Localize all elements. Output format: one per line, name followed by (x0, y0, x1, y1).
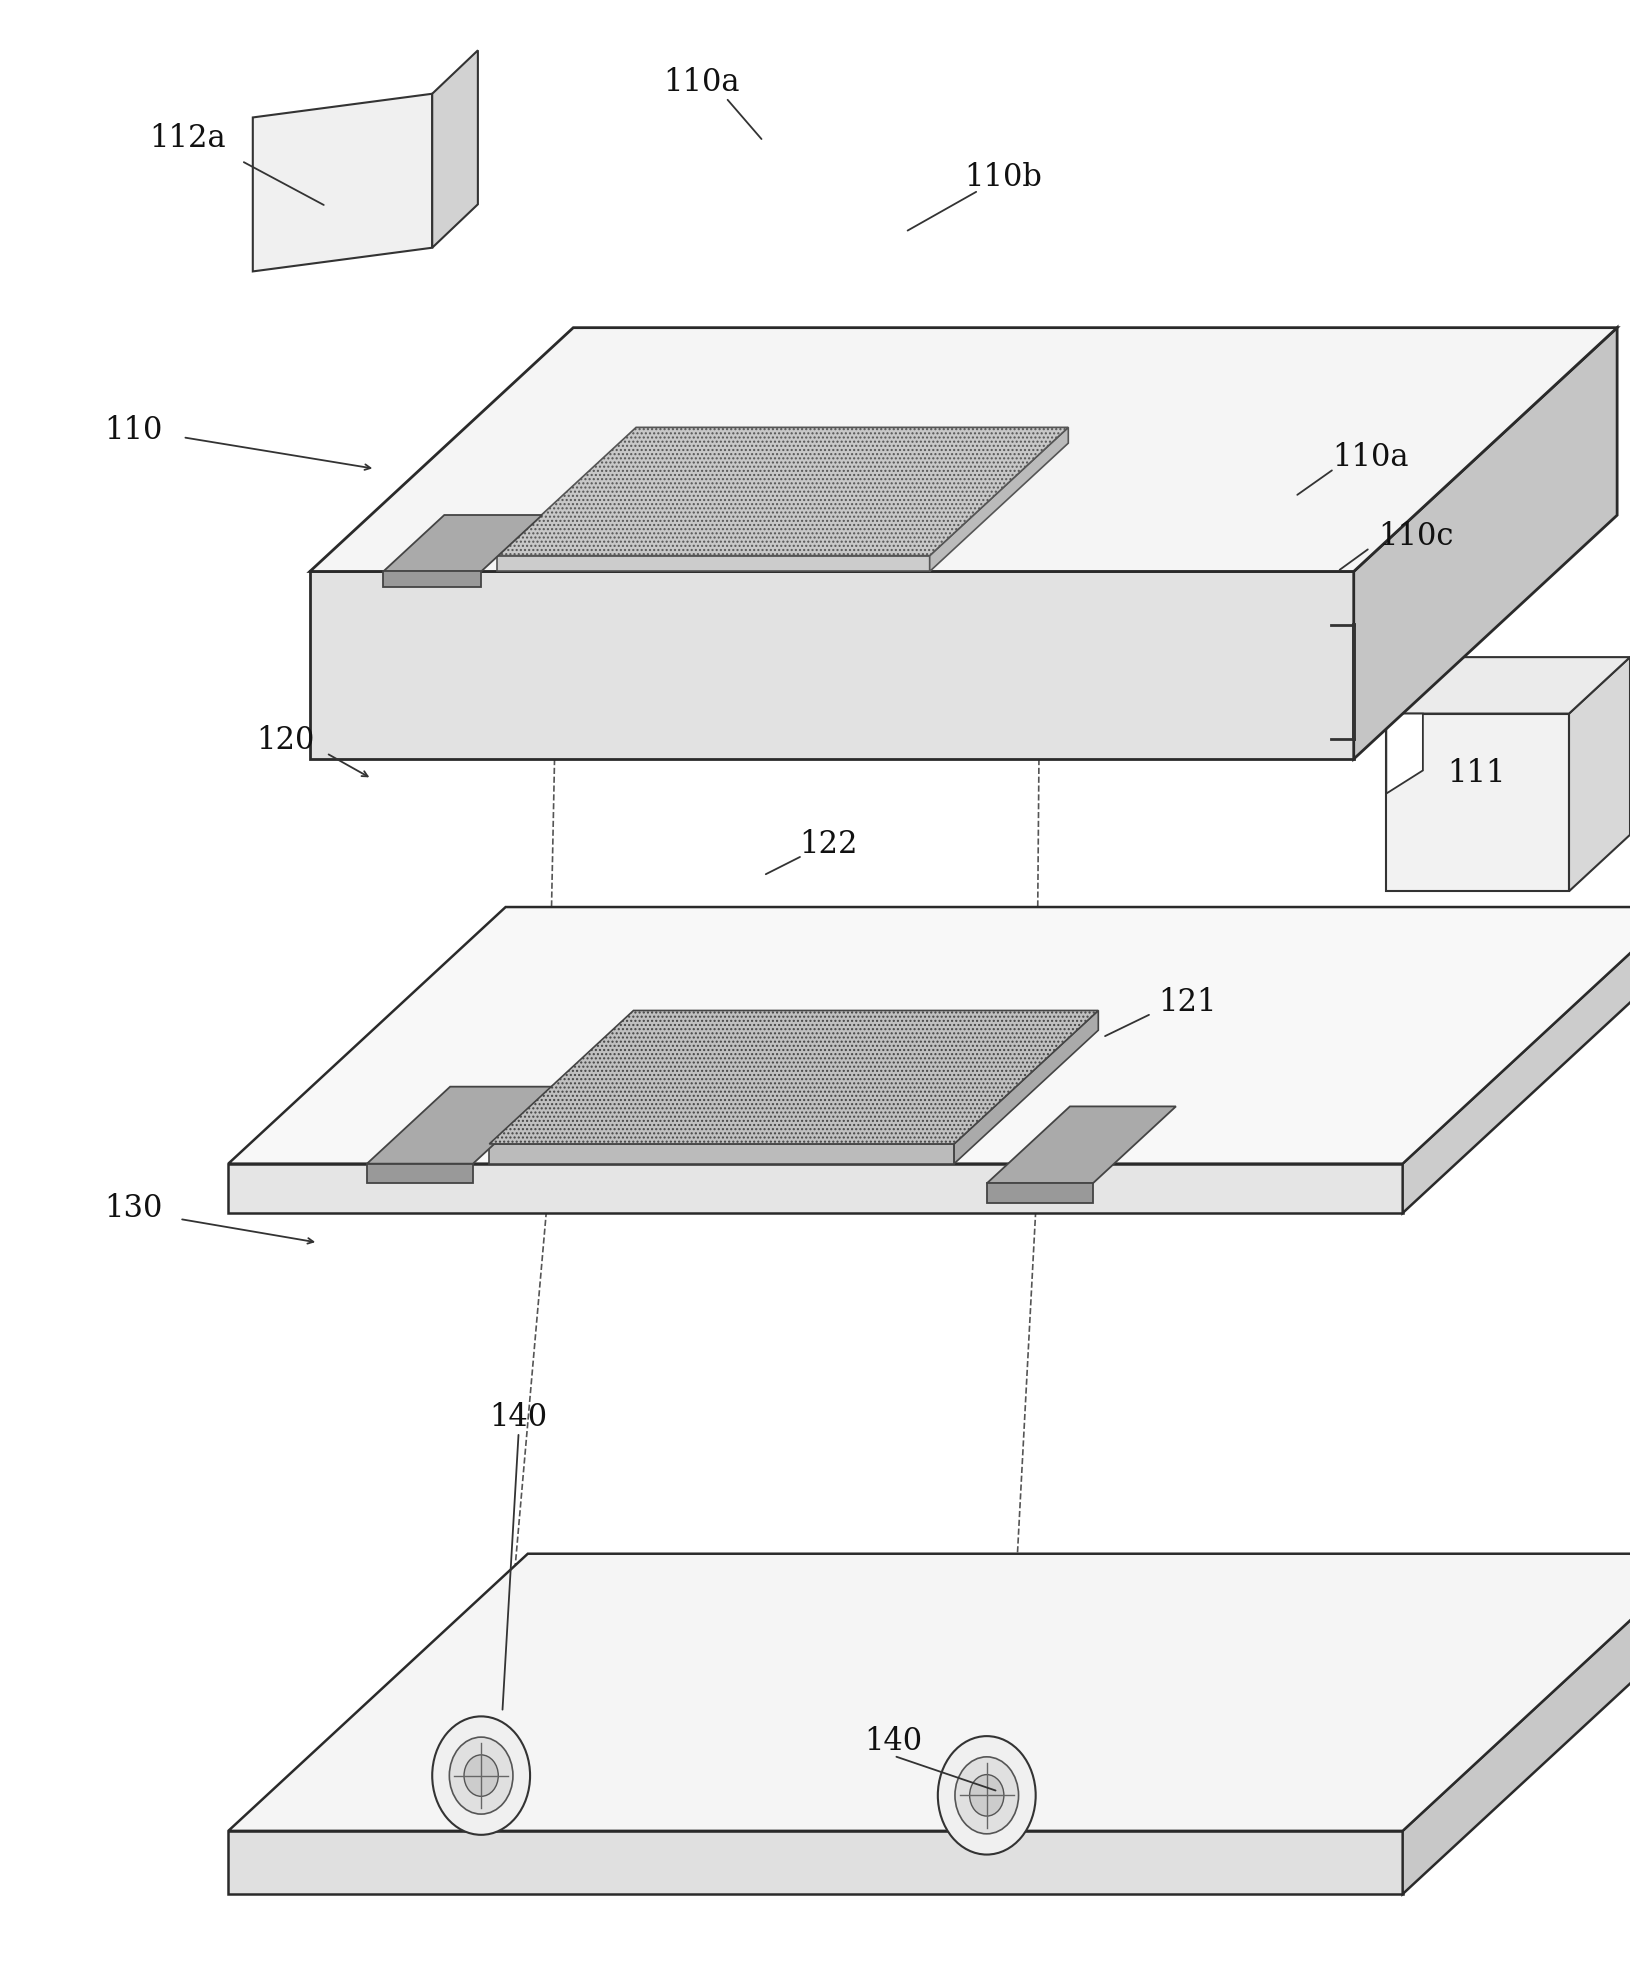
Polygon shape (228, 1164, 1402, 1213)
Polygon shape (489, 1010, 1097, 1144)
Text: 111: 111 (1446, 758, 1504, 789)
Polygon shape (253, 95, 432, 272)
Polygon shape (929, 428, 1068, 572)
Polygon shape (986, 1107, 1175, 1184)
Polygon shape (497, 556, 929, 572)
Polygon shape (986, 1184, 1092, 1204)
Polygon shape (1568, 657, 1628, 892)
Polygon shape (1386, 714, 1421, 793)
Polygon shape (432, 51, 478, 249)
Text: 120: 120 (256, 724, 315, 756)
Polygon shape (310, 572, 1353, 760)
Text: 140: 140 (489, 1401, 548, 1432)
Circle shape (463, 1756, 499, 1795)
Text: 110a: 110a (663, 67, 738, 99)
Text: 122: 122 (799, 829, 857, 860)
Text: 110c: 110c (1377, 521, 1452, 552)
Polygon shape (954, 1010, 1097, 1164)
Circle shape (432, 1717, 530, 1835)
Circle shape (955, 1758, 1017, 1835)
Polygon shape (1386, 657, 1628, 714)
Polygon shape (497, 428, 1068, 556)
Polygon shape (1353, 329, 1617, 760)
Polygon shape (228, 1831, 1402, 1894)
Text: 110a: 110a (1332, 442, 1407, 474)
Polygon shape (489, 1144, 954, 1164)
Text: 110: 110 (104, 414, 163, 446)
Polygon shape (1402, 1555, 1630, 1894)
Polygon shape (367, 1164, 473, 1184)
Text: 130: 130 (104, 1192, 163, 1223)
Text: 121: 121 (1157, 986, 1216, 1018)
Polygon shape (228, 908, 1630, 1164)
Polygon shape (367, 1087, 556, 1164)
Text: 110b: 110b (963, 162, 1042, 193)
Circle shape (937, 1736, 1035, 1855)
Polygon shape (310, 329, 1617, 572)
Polygon shape (383, 515, 541, 572)
Polygon shape (1402, 908, 1630, 1213)
Polygon shape (1386, 714, 1568, 892)
Circle shape (968, 1776, 1004, 1815)
Circle shape (448, 1738, 512, 1815)
Polygon shape (228, 1555, 1630, 1831)
Text: 112a: 112a (150, 122, 225, 154)
Text: 140: 140 (864, 1724, 923, 1756)
Polygon shape (383, 572, 481, 588)
